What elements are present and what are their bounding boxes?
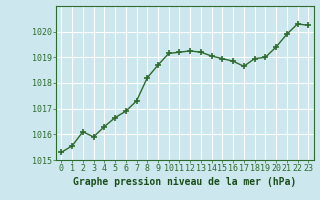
X-axis label: Graphe pression niveau de la mer (hPa): Graphe pression niveau de la mer (hPa)	[73, 177, 296, 187]
